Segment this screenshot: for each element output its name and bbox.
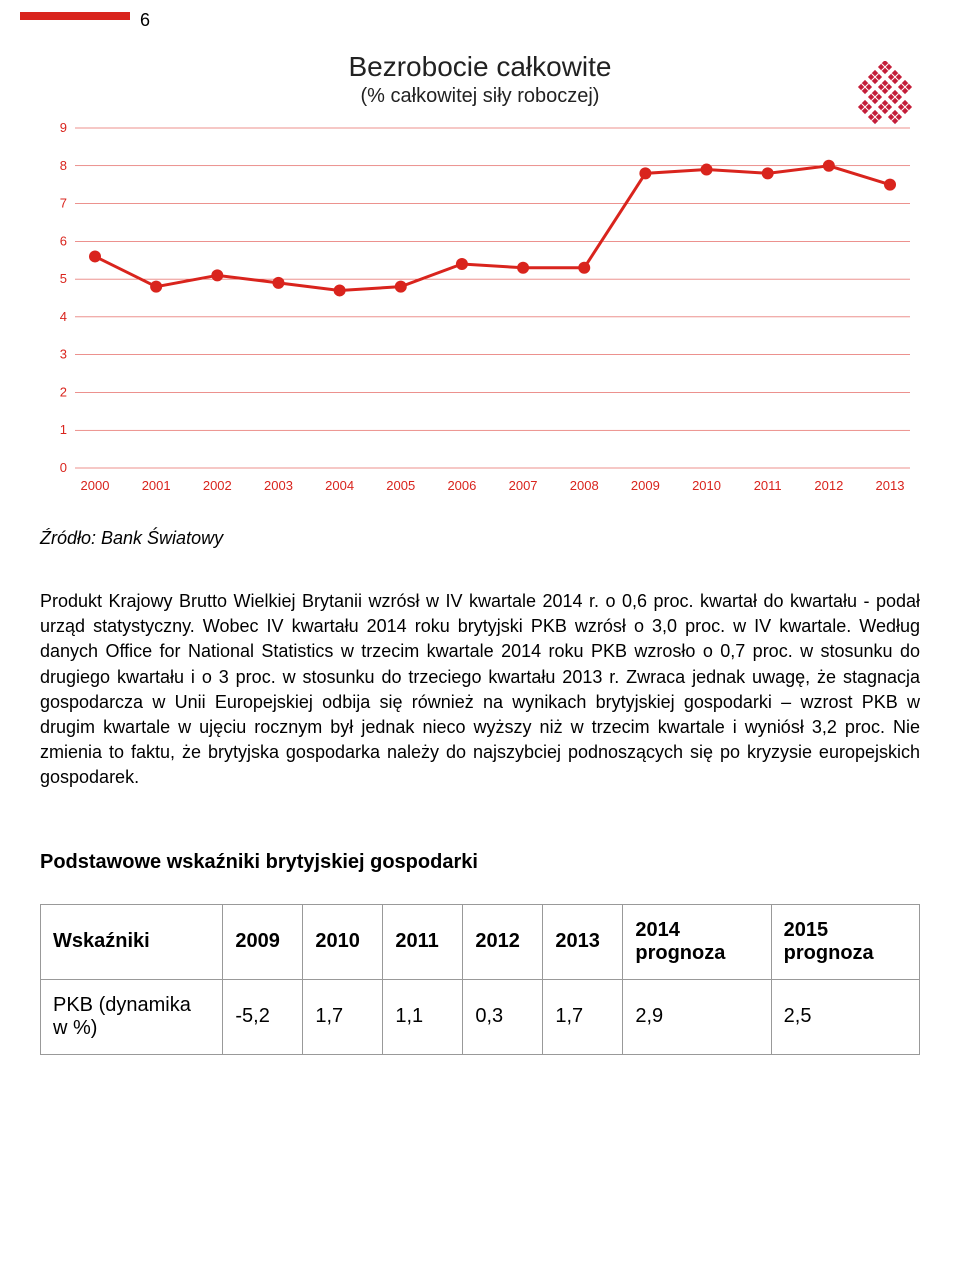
table-col-header: 2012 bbox=[463, 904, 543, 979]
svg-text:2004: 2004 bbox=[325, 478, 354, 493]
header-accent-bar bbox=[20, 12, 130, 20]
svg-text:1: 1 bbox=[60, 422, 67, 437]
table-col-header: 2010 bbox=[303, 904, 383, 979]
table-heading: Podstawowe wskaźniki brytyjskiej gospoda… bbox=[40, 851, 920, 874]
table-col-header: 2014 prognoza bbox=[623, 904, 771, 979]
chart-title-main: Bezrobocie całkowite bbox=[30, 51, 930, 83]
svg-text:2003: 2003 bbox=[264, 478, 293, 493]
table-col-header: 2015 prognoza bbox=[771, 904, 919, 979]
table-cell: 1,7 bbox=[543, 979, 623, 1054]
table-cell: 1,7 bbox=[303, 979, 383, 1054]
svg-text:2001: 2001 bbox=[142, 478, 171, 493]
svg-text:9: 9 bbox=[60, 120, 67, 135]
svg-text:6: 6 bbox=[60, 233, 67, 248]
table-row: PKB (dynamika w %)-5,21,71,10,31,72,92,5 bbox=[41, 979, 920, 1054]
svg-text:3: 3 bbox=[60, 347, 67, 362]
svg-text:2000: 2000 bbox=[81, 478, 110, 493]
table-col-header: Wskaźniki bbox=[41, 904, 223, 979]
svg-text:8: 8 bbox=[60, 158, 67, 173]
svg-text:7: 7 bbox=[60, 196, 67, 211]
table-cell: PKB (dynamika w %) bbox=[41, 979, 223, 1054]
chart-title: Bezrobocie całkowite (% całkowitej siły … bbox=[30, 51, 930, 108]
svg-text:2006: 2006 bbox=[447, 478, 476, 493]
table-header-row: Wskaźniki200920102011201220132014 progno… bbox=[41, 904, 920, 979]
table-cell: -5,2 bbox=[223, 979, 303, 1054]
indicators-table: Wskaźniki200920102011201220132014 progno… bbox=[40, 904, 920, 1055]
decor-diamond-icon bbox=[850, 61, 920, 131]
table-cell: 0,3 bbox=[463, 979, 543, 1054]
svg-text:4: 4 bbox=[60, 309, 67, 324]
svg-text:2013: 2013 bbox=[876, 478, 905, 493]
table-cell: 1,1 bbox=[383, 979, 463, 1054]
svg-text:2002: 2002 bbox=[203, 478, 232, 493]
table-body: PKB (dynamika w %)-5,21,71,10,31,72,92,5 bbox=[41, 979, 920, 1054]
svg-text:0: 0 bbox=[60, 460, 67, 475]
svg-text:2011: 2011 bbox=[754, 478, 782, 493]
chart-title-sub: (% całkowitej siły roboczej) bbox=[30, 85, 930, 108]
page-header: 6 bbox=[0, 0, 960, 31]
chart-plot: 0 1 2 3 4 5 6 7 8 9 2000 2001 2002 2003 2004 2005 2006 20… bbox=[30, 118, 930, 498]
svg-text:2005: 2005 bbox=[386, 478, 415, 493]
table-col-header: 2009 bbox=[223, 904, 303, 979]
svg-text:2012: 2012 bbox=[814, 478, 843, 493]
table-cell: 2,9 bbox=[623, 979, 771, 1054]
svg-text:2010: 2010 bbox=[692, 478, 721, 493]
svg-text:2008: 2008 bbox=[570, 478, 599, 493]
unemployment-chart: Bezrobocie całkowite (% całkowitej siły … bbox=[30, 51, 930, 498]
table-cell: 2,5 bbox=[771, 979, 919, 1054]
svg-text:2: 2 bbox=[60, 384, 67, 399]
chart-source: Źródło: Bank Światowy bbox=[40, 528, 920, 549]
page-number: 6 bbox=[140, 10, 150, 31]
body-paragraph: Produkt Krajowy Brutto Wielkiej Brytanii… bbox=[40, 589, 920, 791]
table-col-header: 2011 bbox=[383, 904, 463, 979]
table-col-header: 2013 bbox=[543, 904, 623, 979]
svg-text:2009: 2009 bbox=[631, 478, 660, 493]
svg-text:5: 5 bbox=[60, 271, 67, 286]
svg-text:2007: 2007 bbox=[509, 478, 538, 493]
